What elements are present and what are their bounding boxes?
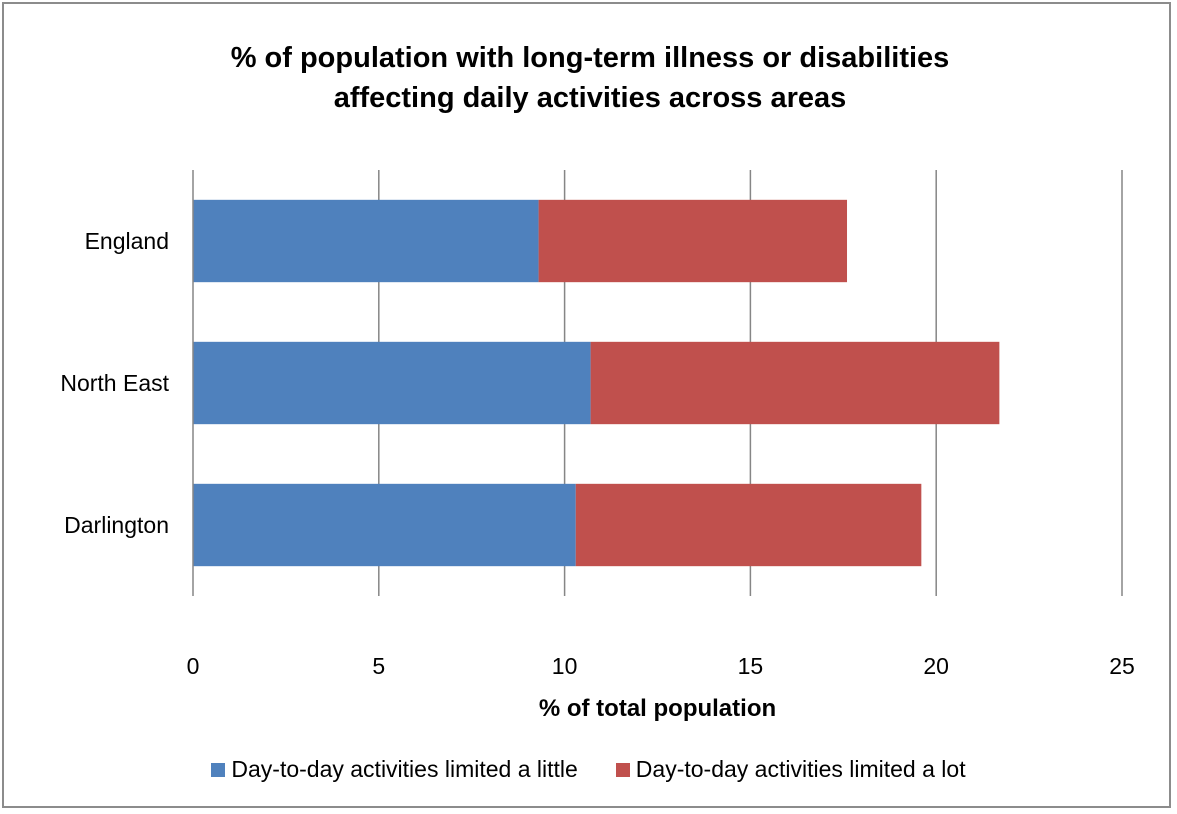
chart-legend: Day-to-day activities limited a little D… <box>0 756 1177 783</box>
bar-england-series-2 <box>538 199 848 283</box>
bar-north-east-series-2 <box>590 341 1000 425</box>
x-axis-title: % of total population <box>539 695 776 722</box>
y-tick-label-1: England <box>85 228 169 254</box>
bar-darlington-series-1 <box>193 483 576 567</box>
legend-swatch-little <box>211 762 226 777</box>
x-tick-label-5: 25 <box>1109 653 1135 679</box>
chart-title-line-1: % of population with long-term illness o… <box>230 42 950 74</box>
chart-title: % of population with long-term illness o… <box>150 38 1030 118</box>
bar-north-east-series-1 <box>193 341 591 425</box>
bar-england-series-1 <box>193 199 539 283</box>
x-tick-label-4: 20 <box>923 653 949 679</box>
x-tick-label-3: 15 <box>738 653 764 679</box>
x-tick-label-1: 5 <box>372 653 385 679</box>
y-tick-label-2: North East <box>60 370 169 396</box>
legend-label-lot: Day-to-day activities limited a lot <box>635 756 966 782</box>
legend-item-lot: Day-to-day activities limited a lot <box>615 756 966 783</box>
x-tick-label-0: 0 <box>187 653 200 679</box>
y-tick-label-3: Darlington <box>64 512 169 538</box>
legend-swatch-lot <box>615 762 630 777</box>
x-tick-label-2: 10 <box>552 653 578 679</box>
chart-title-line-2: affecting daily activities across areas <box>333 82 847 114</box>
legend-item-little: Day-to-day activities limited a little <box>211 756 578 783</box>
bar-darlington-series-2 <box>575 483 922 567</box>
legend-label-little: Day-to-day activities limited a little <box>231 756 578 782</box>
